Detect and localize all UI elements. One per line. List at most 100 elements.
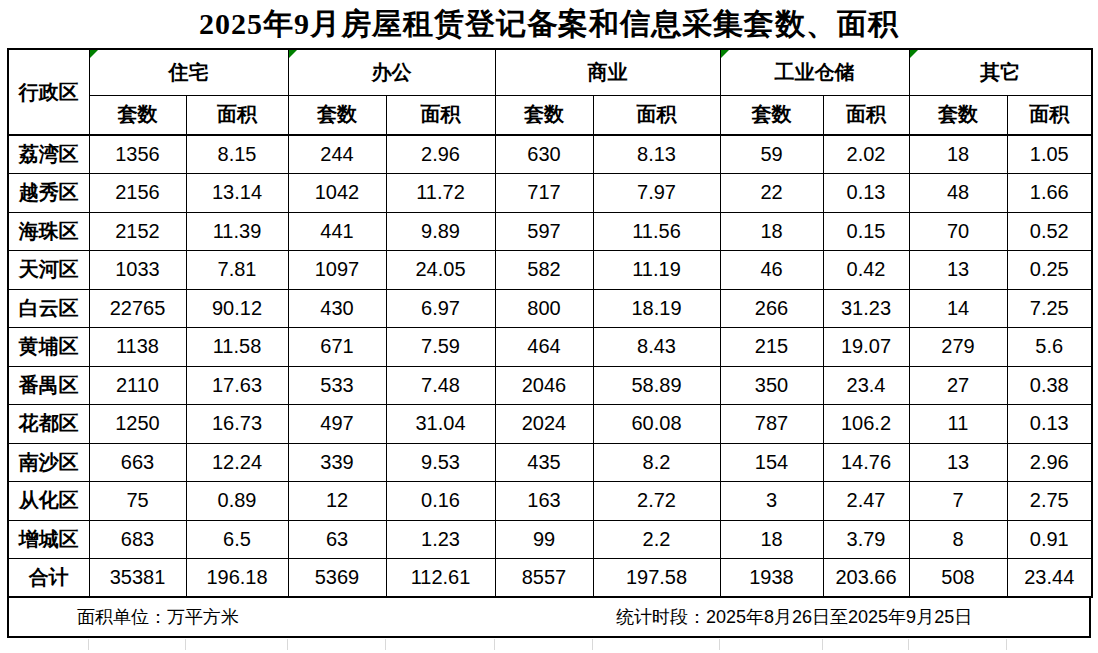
value-cell: 508 bbox=[909, 559, 1007, 598]
value-cell: 31.23 bbox=[823, 289, 909, 328]
value-cell: 3.79 bbox=[823, 520, 909, 559]
value-cell: 1938 bbox=[720, 559, 823, 598]
value-cell: 279 bbox=[909, 328, 1007, 367]
cell-error-marker-icon bbox=[289, 50, 297, 58]
value-cell: 339 bbox=[288, 443, 386, 482]
value-cell: 1.05 bbox=[1007, 135, 1092, 174]
value-cell: 0.25 bbox=[1007, 251, 1092, 290]
subheader-area: 面积 bbox=[593, 95, 720, 135]
district-cell: 越秀区 bbox=[8, 174, 89, 213]
value-cell: 23.44 bbox=[1007, 559, 1092, 598]
subheader-area: 面积 bbox=[823, 95, 909, 135]
value-cell: 11.39 bbox=[186, 212, 288, 251]
value-cell: 2.96 bbox=[386, 135, 495, 174]
table-row: 合计35381196.185369112.618557197.581938203… bbox=[8, 559, 1092, 598]
value-cell: 16.73 bbox=[186, 405, 288, 444]
value-cell: 244 bbox=[288, 135, 386, 174]
value-cell: 7.48 bbox=[386, 366, 495, 405]
district-cell: 花都区 bbox=[8, 405, 89, 444]
value-cell: 671 bbox=[288, 328, 386, 367]
gridline bbox=[494, 639, 495, 650]
group-header-2: 商业 bbox=[495, 49, 720, 95]
gridline bbox=[88, 639, 89, 650]
value-cell: 24.05 bbox=[386, 251, 495, 290]
value-cell: 154 bbox=[720, 443, 823, 482]
group-header-label: 其它 bbox=[980, 61, 1020, 83]
district-cell: 南沙区 bbox=[8, 443, 89, 482]
value-cell: 663 bbox=[89, 443, 186, 482]
value-cell: 18 bbox=[909, 135, 1007, 174]
table-row: 越秀区215613.14104211.727177.97220.13481.66 bbox=[8, 174, 1092, 213]
value-cell: 60.08 bbox=[593, 405, 720, 444]
value-cell: 9.53 bbox=[386, 443, 495, 482]
subheader-count: 套数 bbox=[89, 95, 186, 135]
value-cell: 163 bbox=[495, 482, 593, 521]
value-cell: 0.91 bbox=[1007, 520, 1092, 559]
value-cell: 0.52 bbox=[1007, 212, 1092, 251]
value-cell: 19.07 bbox=[823, 328, 909, 367]
value-cell: 5.6 bbox=[1007, 328, 1092, 367]
table-footer: 面积单位：万平方米 统计时段：2025年8月26日至2025年9月25日 bbox=[7, 598, 1091, 638]
value-cell: 18 bbox=[720, 212, 823, 251]
gridline bbox=[822, 639, 823, 650]
subheader-count: 套数 bbox=[288, 95, 386, 135]
value-cell: 2.96 bbox=[1007, 443, 1092, 482]
value-cell: 11.19 bbox=[593, 251, 720, 290]
group-header-label: 工业仓储 bbox=[775, 61, 855, 83]
value-cell: 2.72 bbox=[593, 482, 720, 521]
value-cell: 1250 bbox=[89, 405, 186, 444]
value-cell: 8.2 bbox=[593, 443, 720, 482]
value-cell: 22765 bbox=[89, 289, 186, 328]
value-cell: 58.89 bbox=[593, 366, 720, 405]
value-cell: 17.63 bbox=[186, 366, 288, 405]
value-cell: 70 bbox=[909, 212, 1007, 251]
table-row: 天河区10337.81109724.0558211.19460.42130.25 bbox=[8, 251, 1092, 290]
value-cell: 9.89 bbox=[386, 212, 495, 251]
subheader-area: 面积 bbox=[386, 95, 495, 135]
group-header-label: 住宅 bbox=[169, 61, 209, 83]
value-cell: 2046 bbox=[495, 366, 593, 405]
subheader-count: 套数 bbox=[909, 95, 1007, 135]
value-cell: 13 bbox=[909, 251, 1007, 290]
table-row: 黄埔区113811.586717.594648.4321519.072795.6 bbox=[8, 328, 1092, 367]
value-cell: 27 bbox=[909, 366, 1007, 405]
group-header-label: 办公 bbox=[372, 61, 412, 83]
value-cell: 8.13 bbox=[593, 135, 720, 174]
value-cell: 12.24 bbox=[186, 443, 288, 482]
district-cell: 合计 bbox=[8, 559, 89, 598]
value-cell: 106.2 bbox=[823, 405, 909, 444]
value-cell: 11 bbox=[909, 405, 1007, 444]
value-cell: 196.18 bbox=[186, 559, 288, 598]
value-cell: 7.97 bbox=[593, 174, 720, 213]
value-cell: 22 bbox=[720, 174, 823, 213]
value-cell: 533 bbox=[288, 366, 386, 405]
value-cell: 75 bbox=[89, 482, 186, 521]
gridline bbox=[185, 639, 186, 650]
value-cell: 0.16 bbox=[386, 482, 495, 521]
cell-error-marker-icon bbox=[910, 50, 918, 58]
table-row: 南沙区66312.243399.534358.215414.76132.96 bbox=[8, 443, 1092, 482]
value-cell: 717 bbox=[495, 174, 593, 213]
value-cell: 215 bbox=[720, 328, 823, 367]
value-cell: 13.14 bbox=[186, 174, 288, 213]
value-cell: 2024 bbox=[495, 405, 593, 444]
subheader-area: 面积 bbox=[186, 95, 288, 135]
value-cell: 441 bbox=[288, 212, 386, 251]
subheader-count: 套数 bbox=[720, 95, 823, 135]
group-header-0: 住宅 bbox=[89, 49, 288, 95]
district-cell: 海珠区 bbox=[8, 212, 89, 251]
value-cell: 787 bbox=[720, 405, 823, 444]
group-header-label: 商业 bbox=[588, 61, 628, 83]
value-cell: 90.12 bbox=[186, 289, 288, 328]
value-cell: 31.04 bbox=[386, 405, 495, 444]
value-cell: 23.4 bbox=[823, 366, 909, 405]
value-cell: 582 bbox=[495, 251, 593, 290]
value-cell: 35381 bbox=[89, 559, 186, 598]
value-cell: 0.38 bbox=[1007, 366, 1092, 405]
gridline bbox=[719, 639, 720, 650]
value-cell: 8.15 bbox=[186, 135, 288, 174]
district-cell: 白云区 bbox=[8, 289, 89, 328]
value-cell: 8557 bbox=[495, 559, 593, 598]
value-cell: 464 bbox=[495, 328, 593, 367]
value-cell: 266 bbox=[720, 289, 823, 328]
